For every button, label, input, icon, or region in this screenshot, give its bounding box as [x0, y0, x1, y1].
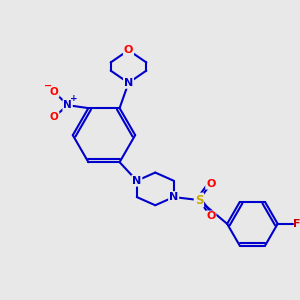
Text: N: N	[124, 78, 133, 88]
Text: O: O	[206, 212, 215, 221]
Text: N: N	[63, 100, 72, 110]
Text: +: +	[70, 94, 77, 103]
Text: S: S	[195, 194, 203, 206]
Text: N: N	[132, 176, 141, 186]
Text: F: F	[293, 219, 300, 229]
Text: N: N	[169, 192, 178, 202]
Text: O: O	[50, 112, 58, 122]
Text: O: O	[124, 45, 133, 55]
Text: O: O	[206, 179, 215, 189]
Text: O: O	[50, 87, 58, 97]
Text: −: −	[44, 81, 52, 91]
